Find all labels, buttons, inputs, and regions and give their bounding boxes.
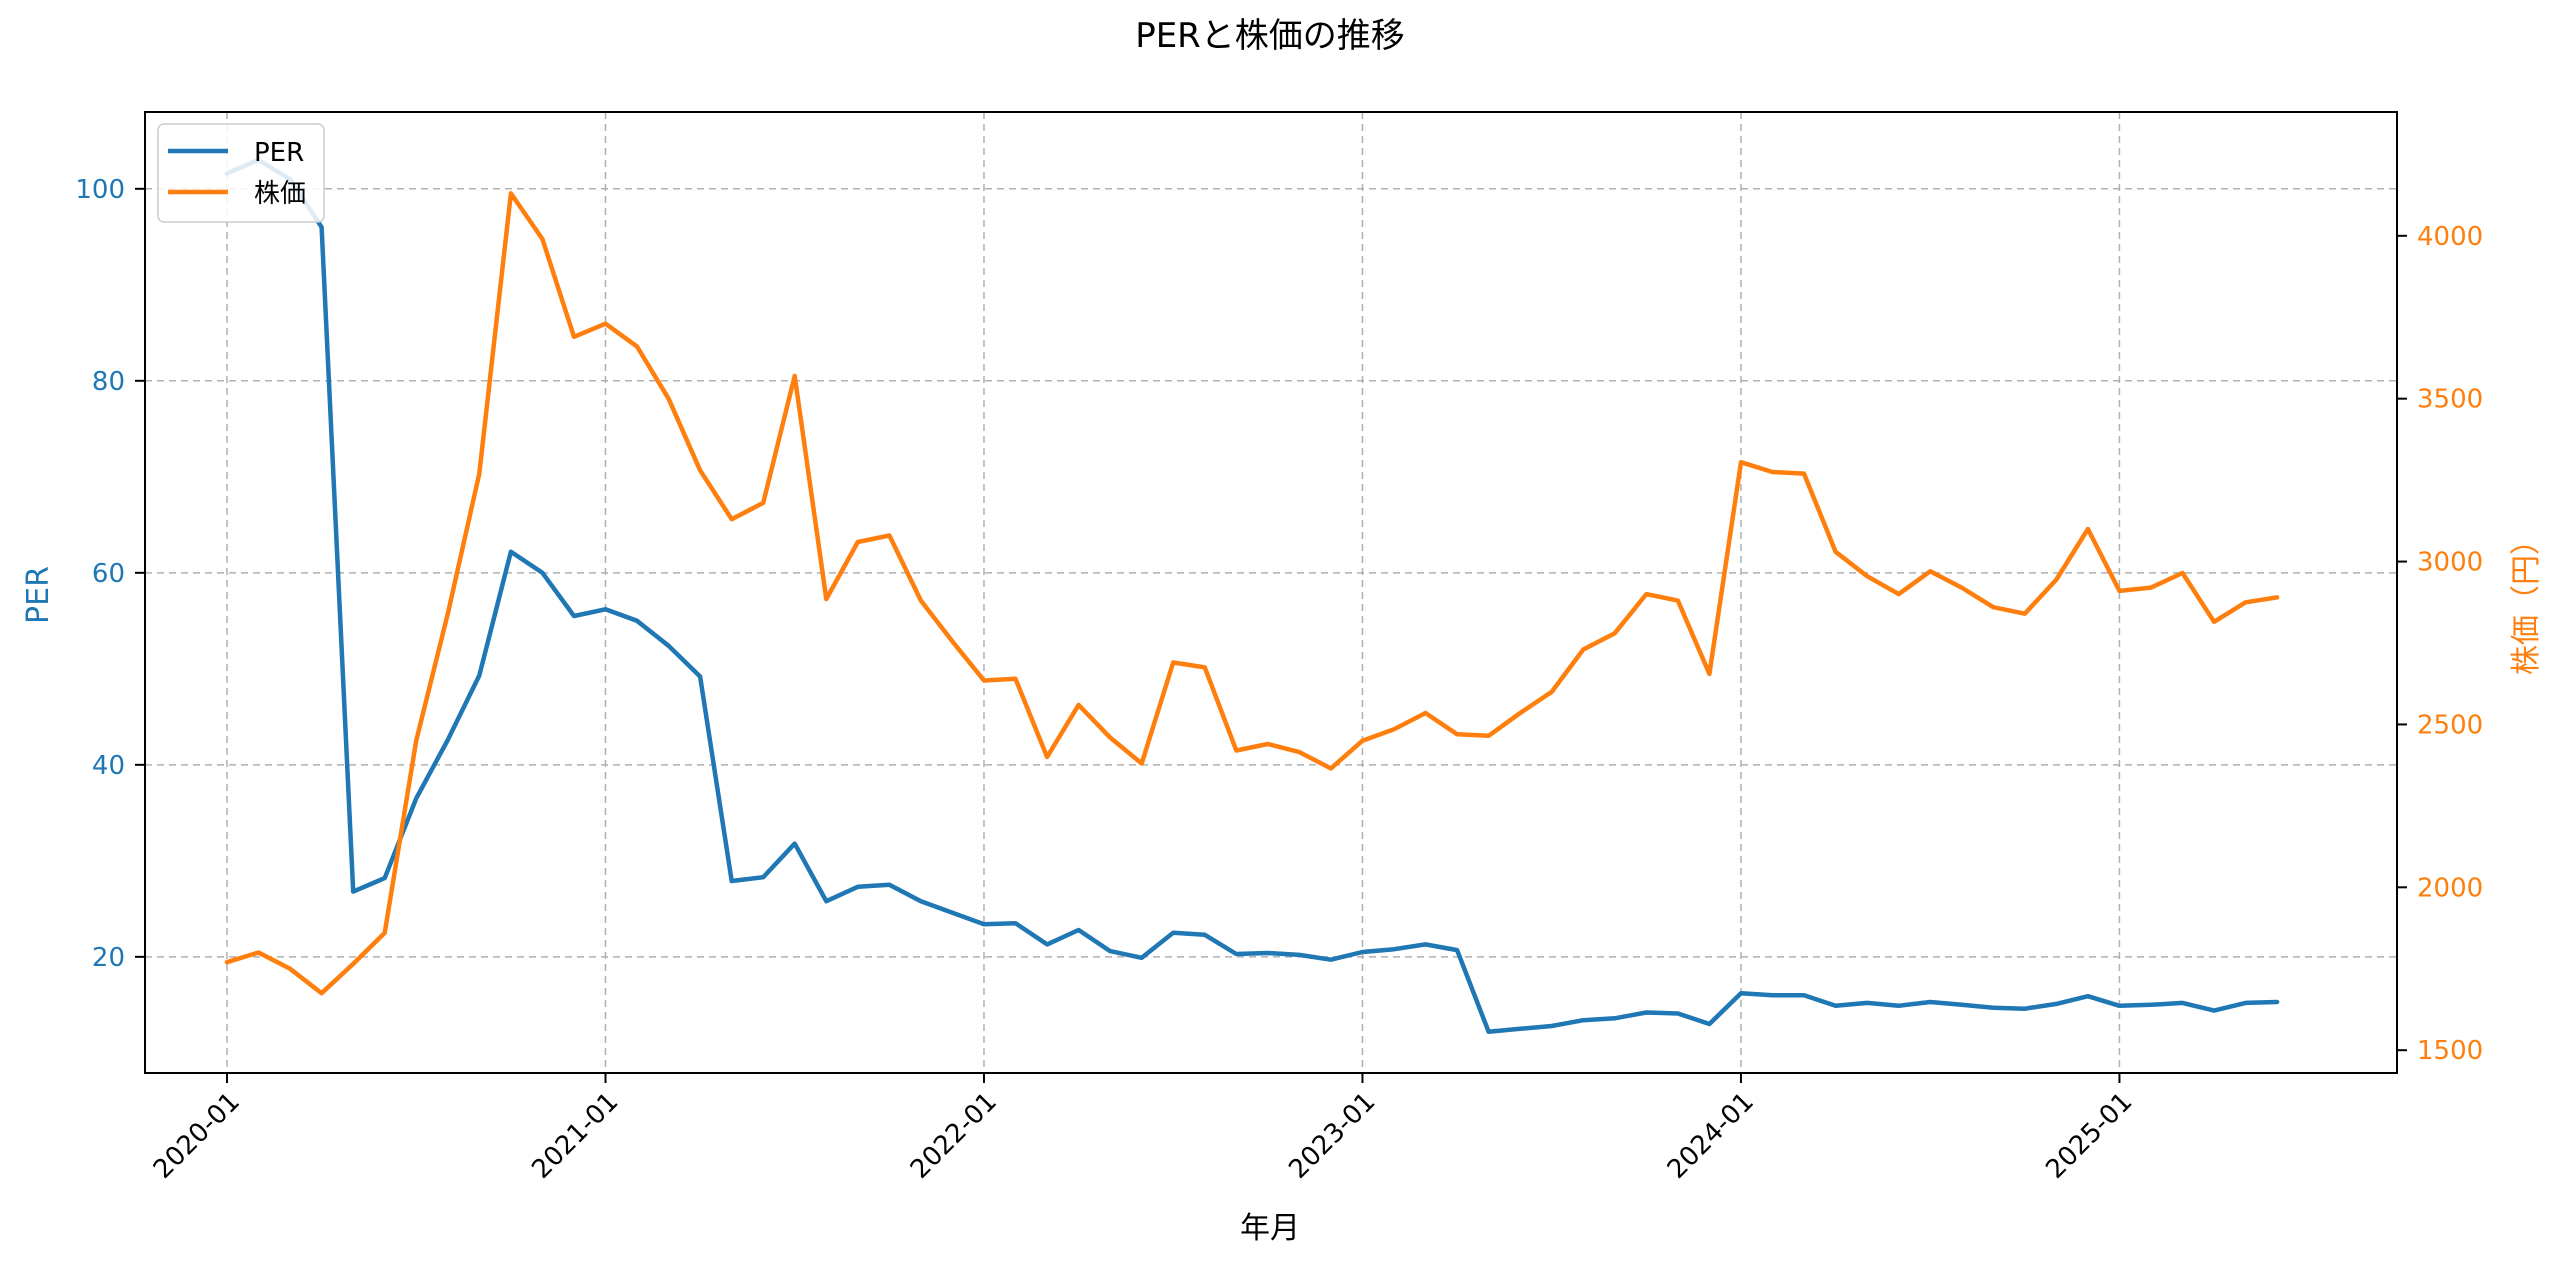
grid — [145, 112, 2397, 1073]
y-left-tick-label: 60 — [92, 559, 125, 589]
y-left-axis-label: PER — [21, 566, 56, 624]
chart-title: PERと株価の推移 — [1135, 16, 1405, 56]
x-axis-label: 年月 — [1240, 1211, 1300, 1246]
y-left-tick-label: 40 — [92, 751, 125, 781]
y-right-tick-label: 2000 — [2417, 873, 2483, 903]
y-right-tick-label: 4000 — [2417, 222, 2483, 252]
legend: PER 株価 — [157, 123, 325, 223]
y-right-tick-label: 3000 — [2417, 548, 2483, 578]
plot-frame — [144, 111, 2398, 1074]
series-group — [224, 157, 2280, 1034]
y-right-tick-label: 3500 — [2417, 385, 2483, 415]
legend-per-label: PER — [254, 138, 304, 168]
legend-box — [157, 123, 325, 223]
y-left-tick-label: 100 — [75, 175, 125, 205]
y-right-ticks: 1500 2000 2500 3000 3500 4000 — [2397, 222, 2483, 1066]
y-right-axis-label: 株価（円） — [2509, 525, 2544, 675]
y-left-tick-label: 20 — [92, 943, 125, 973]
y-right-tick-label: 1500 — [2417, 1036, 2483, 1066]
y-left-ticks: 20 40 60 80 100 — [75, 175, 145, 973]
y-right-tick-label: 2500 — [2417, 710, 2483, 740]
y-left-tick-label: 80 — [92, 367, 125, 397]
per-line — [224, 157, 2280, 1034]
price-line — [224, 191, 2280, 996]
legend-price-label: 株価 — [254, 179, 306, 209]
